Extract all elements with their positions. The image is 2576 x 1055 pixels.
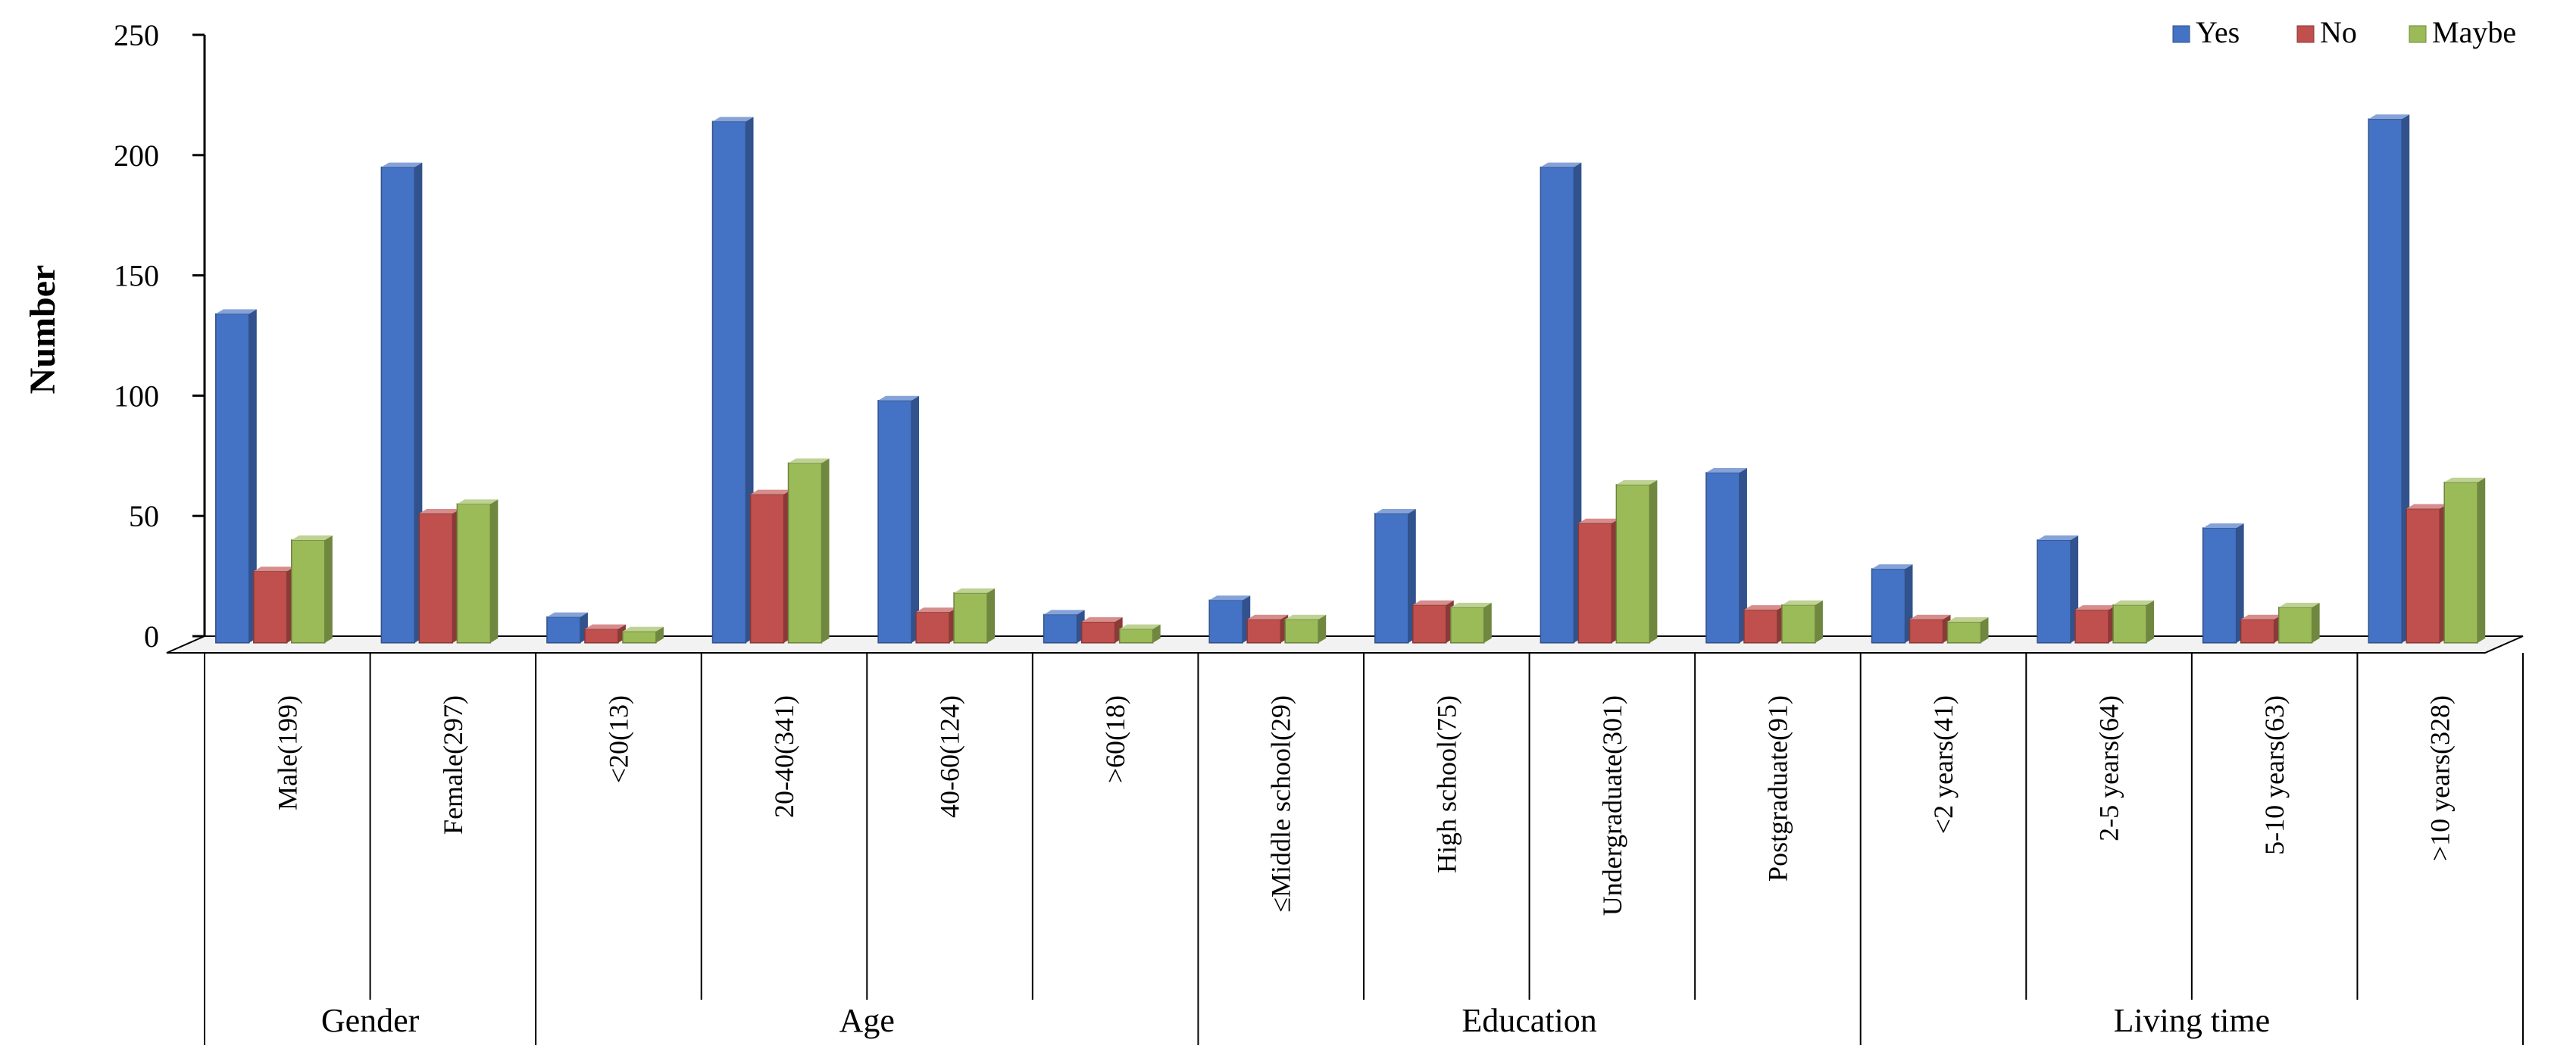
group-label: Living time bbox=[2114, 1002, 2271, 1039]
bar-maybe-5 bbox=[1118, 624, 1161, 644]
chart-floor bbox=[166, 635, 2524, 654]
bar-yes-13 bbox=[2368, 114, 2410, 644]
bar-yes-8 bbox=[1540, 162, 1582, 644]
bar-no-6 bbox=[1246, 614, 1289, 644]
bar-no-7 bbox=[1412, 600, 1454, 644]
legend-item-no: No bbox=[2296, 15, 2357, 49]
bar-maybe-4 bbox=[953, 588, 996, 644]
bar-no-10 bbox=[1909, 614, 1951, 644]
bar-no-13 bbox=[2406, 504, 2448, 644]
group-label: Education bbox=[1462, 1002, 1596, 1039]
bars bbox=[215, 114, 2486, 644]
bar-yes-2 bbox=[546, 612, 588, 644]
y-tick-label: 50 bbox=[129, 499, 159, 533]
legend-label: Yes bbox=[2196, 15, 2240, 49]
bar-yes-6 bbox=[1208, 595, 1251, 644]
bar-maybe-10 bbox=[1946, 616, 1989, 644]
x-axis: Male(199) Female(297) <20(13) 20-40(341) 40-… bbox=[204, 653, 2524, 1045]
x-tick-label: ≤Middle school(29) bbox=[1266, 695, 1296, 913]
x-tick-label: Male(199) bbox=[272, 695, 302, 810]
bar-yes-1 bbox=[380, 162, 423, 644]
group-label: Gender bbox=[321, 1002, 420, 1039]
bar-yes-7 bbox=[1374, 509, 1416, 644]
bar-maybe-0 bbox=[291, 535, 333, 644]
bar-maybe-8 bbox=[1615, 479, 1658, 644]
bar-no-2 bbox=[584, 624, 626, 644]
x-tick-label: Undergraduate(301) bbox=[1597, 695, 1627, 916]
bar-yes-4 bbox=[877, 395, 920, 644]
x-tick-label: 2-5 years(64) bbox=[2094, 695, 2124, 841]
bar-no-11 bbox=[2074, 605, 2117, 644]
legend-label: No bbox=[2320, 15, 2357, 49]
bar-yes-9 bbox=[1705, 468, 1747, 644]
legend-item-maybe: Maybe bbox=[2409, 15, 2516, 49]
x-tick-label: >60(18) bbox=[1100, 695, 1130, 783]
bar-maybe-3 bbox=[787, 458, 830, 644]
x-tick-label: <2 years(41) bbox=[1928, 695, 1959, 834]
legend-item-yes: Yes bbox=[2172, 15, 2240, 49]
legend-swatch bbox=[2172, 25, 2190, 43]
bar-maybe-2 bbox=[622, 626, 664, 644]
bar-maybe-7 bbox=[1450, 602, 1492, 644]
bar-no-9 bbox=[1743, 605, 1785, 644]
bar-yes-5 bbox=[1043, 610, 1085, 644]
y-tick-label: 200 bbox=[114, 139, 159, 173]
bar-maybe-13 bbox=[2443, 477, 2486, 644]
bar-maybe-11 bbox=[2112, 600, 2155, 644]
y-tick-label: 250 bbox=[114, 18, 159, 52]
y-tick-label: 150 bbox=[114, 259, 159, 293]
bar-yes-10 bbox=[1871, 564, 1913, 644]
x-tick-label: High school(75) bbox=[1431, 695, 1462, 873]
legend-swatch bbox=[2296, 25, 2315, 43]
y-tick-label: 0 bbox=[144, 620, 159, 654]
x-tick-label: Female(297) bbox=[438, 695, 468, 835]
x-tick-label: Postgraduate(91) bbox=[1762, 695, 1793, 882]
bar-yes-3 bbox=[711, 117, 754, 644]
x-tick-label: 20-40(341) bbox=[769, 695, 799, 818]
legend: Yes No Maybe bbox=[2172, 15, 2516, 49]
legend-swatch bbox=[2409, 25, 2427, 43]
bar-no-4 bbox=[915, 607, 958, 644]
bar-no-0 bbox=[253, 567, 295, 644]
bar-no-12 bbox=[2240, 614, 2282, 644]
y-tick-label: 100 bbox=[114, 379, 159, 413]
bar-no-3 bbox=[749, 489, 792, 644]
bar-maybe-6 bbox=[1284, 614, 1327, 644]
bar-no-5 bbox=[1080, 616, 1123, 644]
bar-yes-11 bbox=[2037, 535, 2079, 644]
x-tick-label: <20(13) bbox=[603, 695, 633, 783]
bar-no-1 bbox=[418, 509, 461, 644]
bar-maybe-9 bbox=[1781, 600, 1823, 644]
x-tick-label: 5-10 years(63) bbox=[2259, 695, 2290, 855]
bar-maybe-12 bbox=[2277, 602, 2320, 644]
bar-maybe-1 bbox=[456, 499, 499, 644]
group-label: Age bbox=[839, 1002, 895, 1039]
bar-yes-12 bbox=[2202, 523, 2244, 644]
y-axis-label: Number bbox=[23, 265, 63, 395]
legend-label: Maybe bbox=[2432, 15, 2516, 49]
bar-yes-0 bbox=[215, 309, 257, 644]
x-tick-label: 40-60(124) bbox=[935, 695, 965, 818]
bar-no-8 bbox=[1577, 518, 1620, 644]
x-tick-label: >10 years(328) bbox=[2425, 695, 2456, 861]
